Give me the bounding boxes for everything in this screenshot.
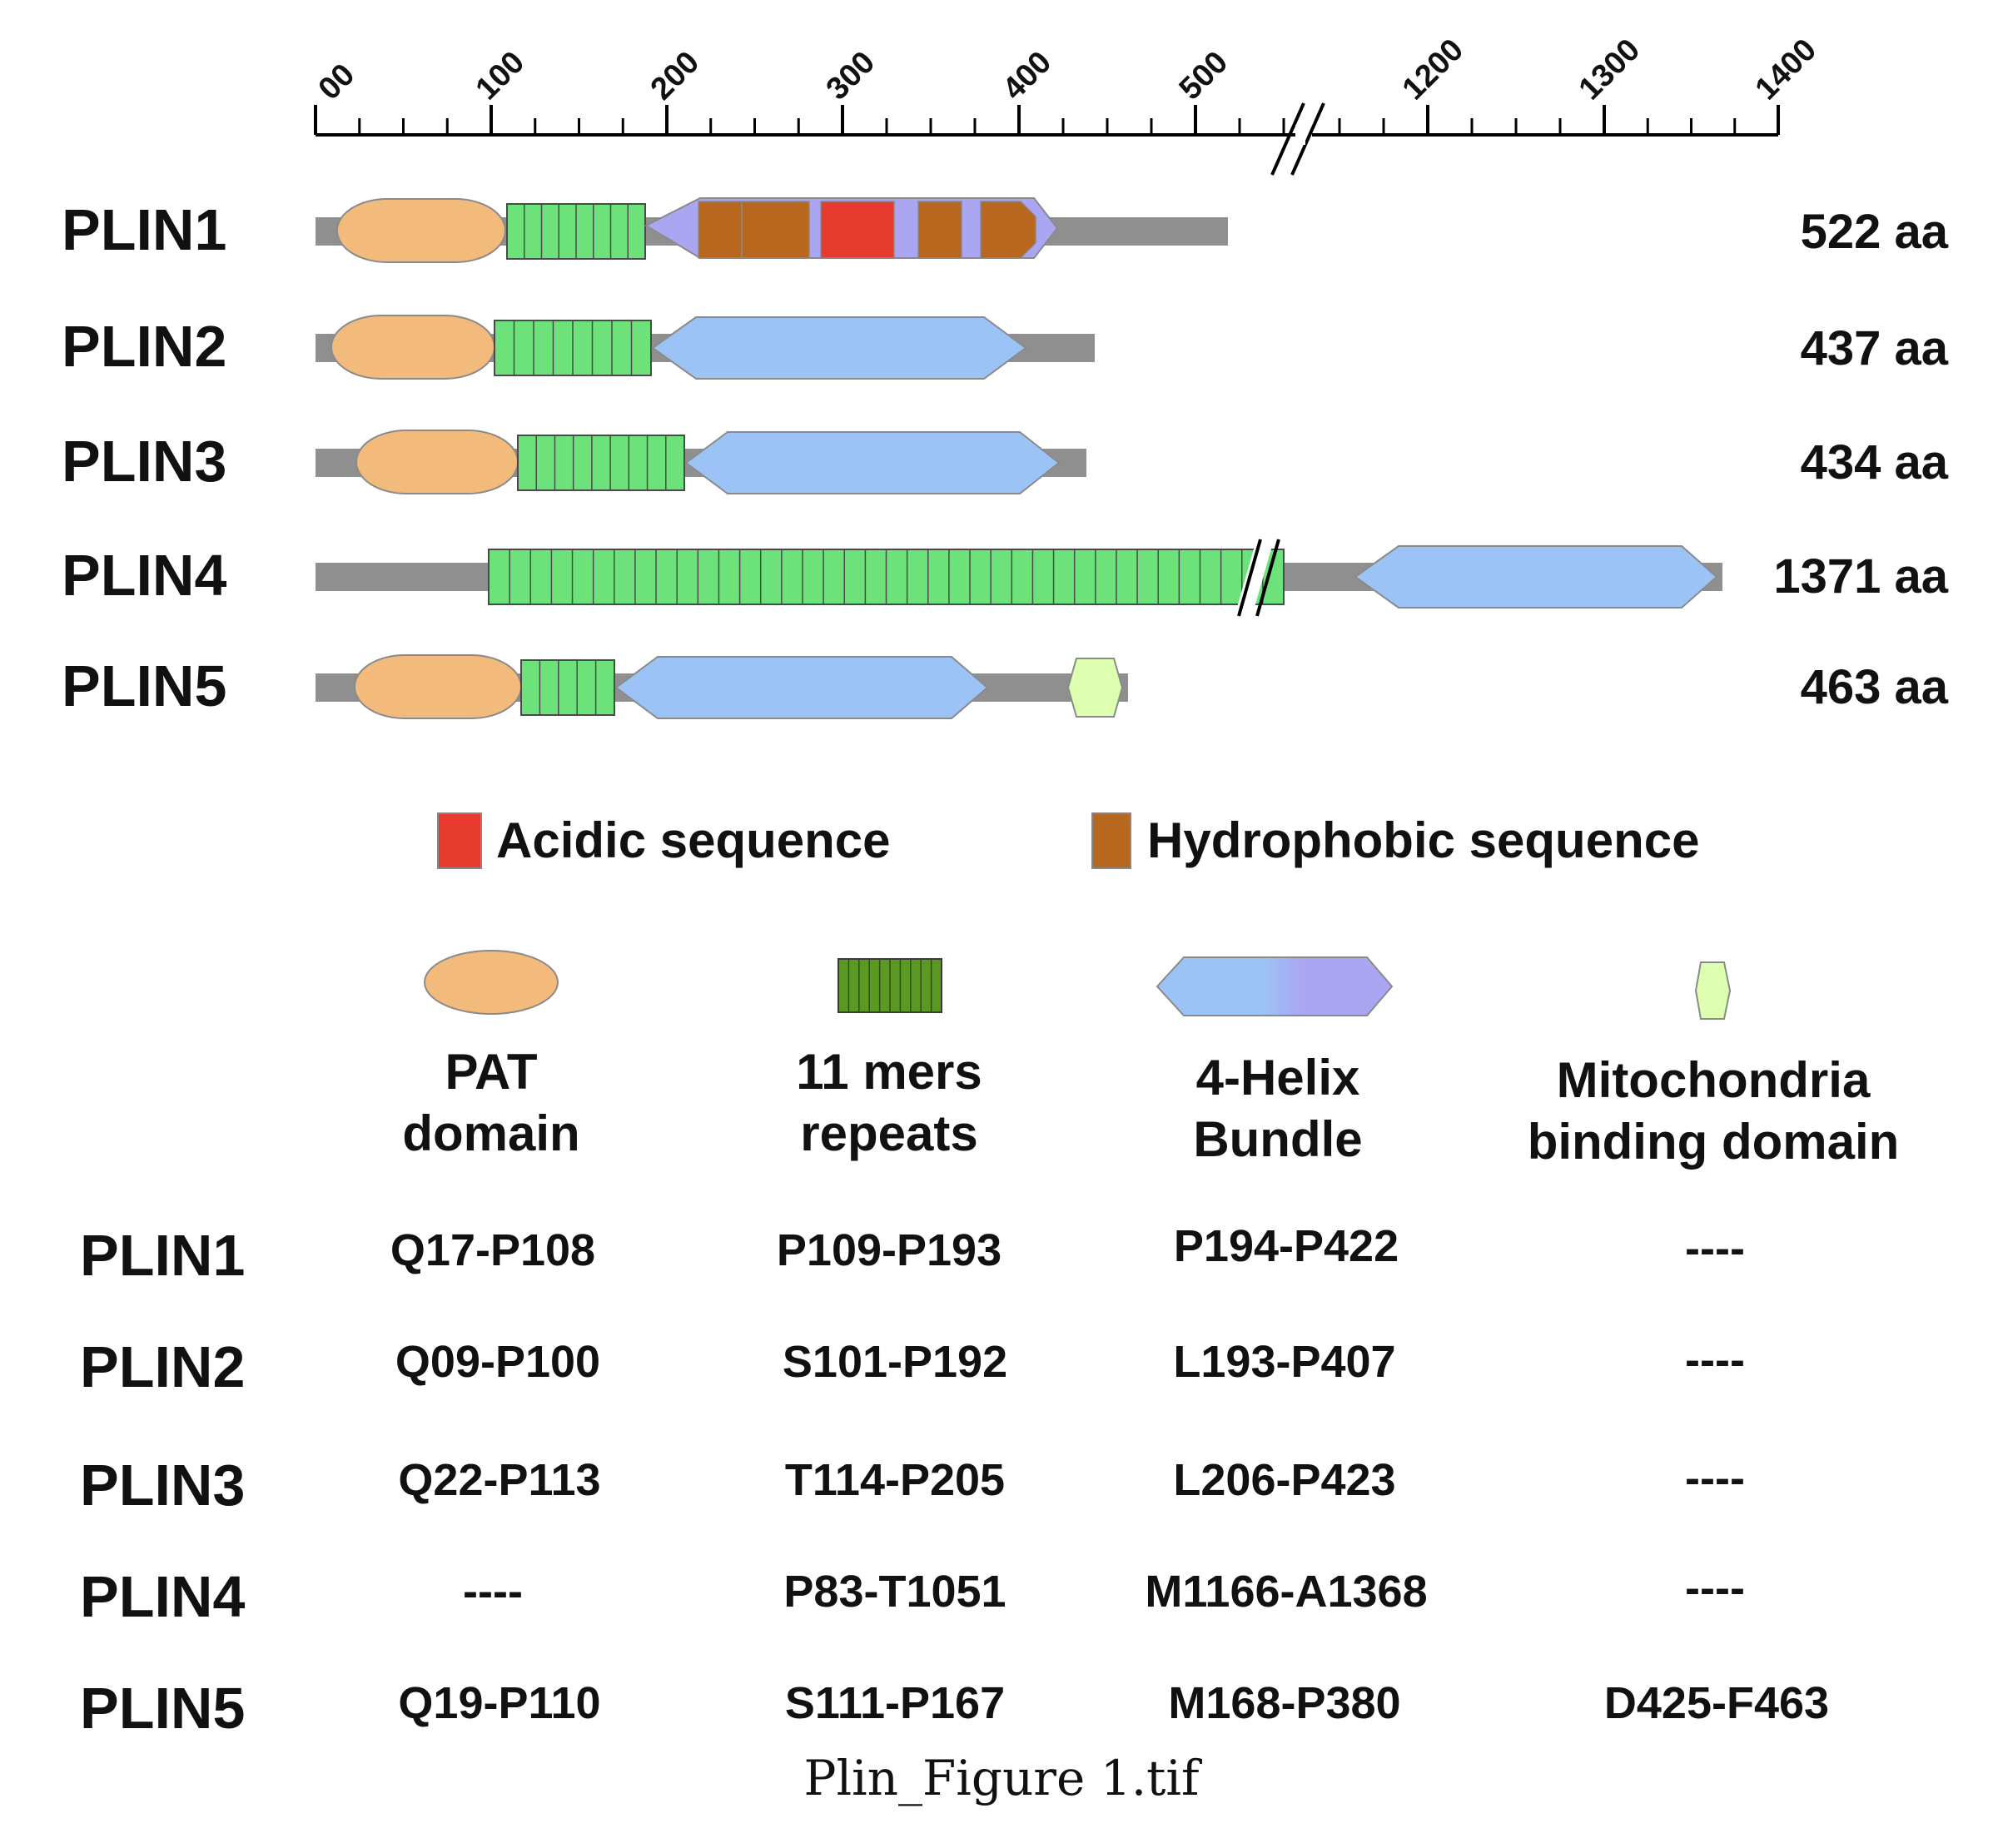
helix-bundle: [684, 431, 1061, 494]
axis-tick-label: 300: [820, 45, 882, 107]
pat-domain: [354, 654, 522, 719]
axis-tick-label: 200: [644, 45, 707, 107]
protein-length: 437 aa: [1801, 321, 1949, 375]
repeat-blocks: [488, 203, 1285, 716]
table-cell-helix: L206-P423: [1173, 1455, 1395, 1505]
table-cell-pat: Q19-P110: [398, 1678, 600, 1728]
pat-domain: [336, 198, 506, 263]
domain-legend: PAT domain 11 mers repeats 4-Helix Bundl…: [402, 950, 1900, 1170]
legend-pat-line1: PAT: [445, 1044, 537, 1100]
mito-binding-domain: [1066, 658, 1124, 718]
repeats-block-icon: [837, 958, 942, 1013]
table-cell-pat: Q09-P100: [395, 1337, 600, 1387]
hydrophobic-segment: [980, 201, 1036, 259]
hydrophobic-swatch: [1091, 812, 1131, 869]
helix-hexagon-icon: [1156, 956, 1394, 1016]
table-row-name: PLIN1: [80, 1223, 245, 1288]
sequence-legend: Acidic sequence Hydrophobic sequence: [437, 812, 1699, 869]
axis-tick-label: 1400: [1749, 32, 1823, 107]
helix-bundle: [614, 656, 989, 719]
protein-rows: PLIN1 PLIN2 PLIN3 PLIN4 PLIN5 522 aa 437…: [62, 197, 1949, 719]
table-cell-mers: S111-P167: [785, 1678, 1005, 1728]
table-cell-mers: T114-P205: [785, 1455, 1005, 1505]
protein-length: 1371 aa: [1773, 549, 1948, 604]
protein-length: 434 aa: [1801, 435, 1949, 489]
acidic-swatch: [437, 812, 482, 869]
axis-break-mark: [1290, 102, 1325, 176]
axis-tick-label: 500: [1173, 45, 1235, 107]
pat-ellipse-icon: [424, 950, 559, 1015]
repeats-block: [488, 549, 1285, 605]
table-cell-mito: ----: [1685, 1335, 1745, 1385]
protein-length: 463 aa: [1801, 660, 1949, 714]
table-cell-pat: Q22-P113: [398, 1455, 600, 1505]
repeats-block: [494, 320, 652, 376]
hydrophobic-segment: [741, 201, 810, 259]
protein-length: 522 aa: [1801, 205, 1949, 259]
repeats-block: [520, 659, 615, 716]
legend-helix-line2: Bundle: [1193, 1111, 1362, 1167]
table-cell-pat: Q17-P108: [390, 1225, 595, 1275]
repeats-block: [517, 435, 685, 491]
protein-name: PLIN2: [62, 314, 226, 379]
domain-table: PLIN1 Q17-P108 P109-P193 P194-P422 ---- …: [80, 1221, 1829, 1741]
acidic-segment: [820, 201, 895, 259]
hydrophobic-label: Hydrophobic sequence: [1147, 812, 1699, 868]
table-row-name: PLIN2: [80, 1334, 245, 1399]
table-cell-mers: P83-T1051: [783, 1567, 1006, 1617]
axis-tick-label: 400: [997, 45, 1059, 107]
table-cell-mito: ----: [1685, 1453, 1745, 1503]
table-cell-helix: M1166-A1368: [1145, 1567, 1427, 1617]
table-cell-mito: D425-F463: [1604, 1678, 1829, 1728]
pat-domain: [331, 315, 495, 380]
table-row-name: PLIN5: [80, 1676, 245, 1741]
hydrophobic-segment: [917, 201, 962, 259]
acidic-label: Acidic sequence: [496, 812, 891, 868]
hydrophobic-segment: [698, 201, 743, 259]
axis-tick-label: 100: [470, 45, 532, 107]
helix-bundle: [651, 316, 1027, 380]
table-cell-helix: L193-P407: [1173, 1337, 1395, 1387]
legend-mito-line2: binding domain: [1528, 1114, 1900, 1170]
axis-gap: [1295, 125, 1305, 145]
plin1-helix-bundle: [644, 197, 1059, 259]
axis-tick-label: 00: [312, 57, 362, 107]
plin4-break-mark: [1237, 539, 1262, 617]
axis-break-mark: [1270, 102, 1305, 176]
repeats-block: [506, 203, 646, 260]
table-row-name: PLIN4: [80, 1564, 245, 1629]
protein-name: PLIN4: [62, 543, 226, 608]
table-cell-helix: M168-P380: [1168, 1678, 1400, 1728]
axis-tick-label: 1200: [1396, 32, 1470, 107]
legend-helix-line1: 4-Helix: [1196, 1050, 1360, 1105]
table-row-name: PLIN3: [80, 1453, 245, 1518]
figure-caption: Plin_Figure 1.tif: [804, 1750, 1202, 1806]
legend-mito-line1: Mitochondria: [1557, 1052, 1871, 1108]
scale-axis: 00 100 200 300 400 500 1200 1300 1400: [312, 32, 1823, 176]
table-cell-mers: P109-P193: [777, 1225, 1002, 1275]
table-cell-pat: ----: [463, 1567, 523, 1617]
legend-pat-line2: domain: [402, 1105, 579, 1161]
protein-name: PLIN5: [62, 653, 226, 718]
protein-name: PLIN1: [62, 197, 226, 262]
protein-name: PLIN3: [62, 429, 226, 494]
pat-domain: [355, 430, 519, 494]
helix-bundle: [1354, 545, 1718, 609]
legend-repeats-line1: 11 mers: [796, 1044, 982, 1100]
table-cell-helix: P194-P422: [1174, 1221, 1399, 1271]
table-cell-mers: S101-P192: [783, 1337, 1007, 1387]
plin4-break-mark: [1255, 539, 1280, 617]
axis-tick-label: 1300: [1573, 32, 1647, 107]
mito-hexagon-icon: [1694, 961, 1732, 1020]
legend-repeats-line2: repeats: [800, 1105, 977, 1161]
table-cell-mito: ----: [1685, 1224, 1745, 1274]
table-cell-mito: ----: [1685, 1563, 1745, 1613]
